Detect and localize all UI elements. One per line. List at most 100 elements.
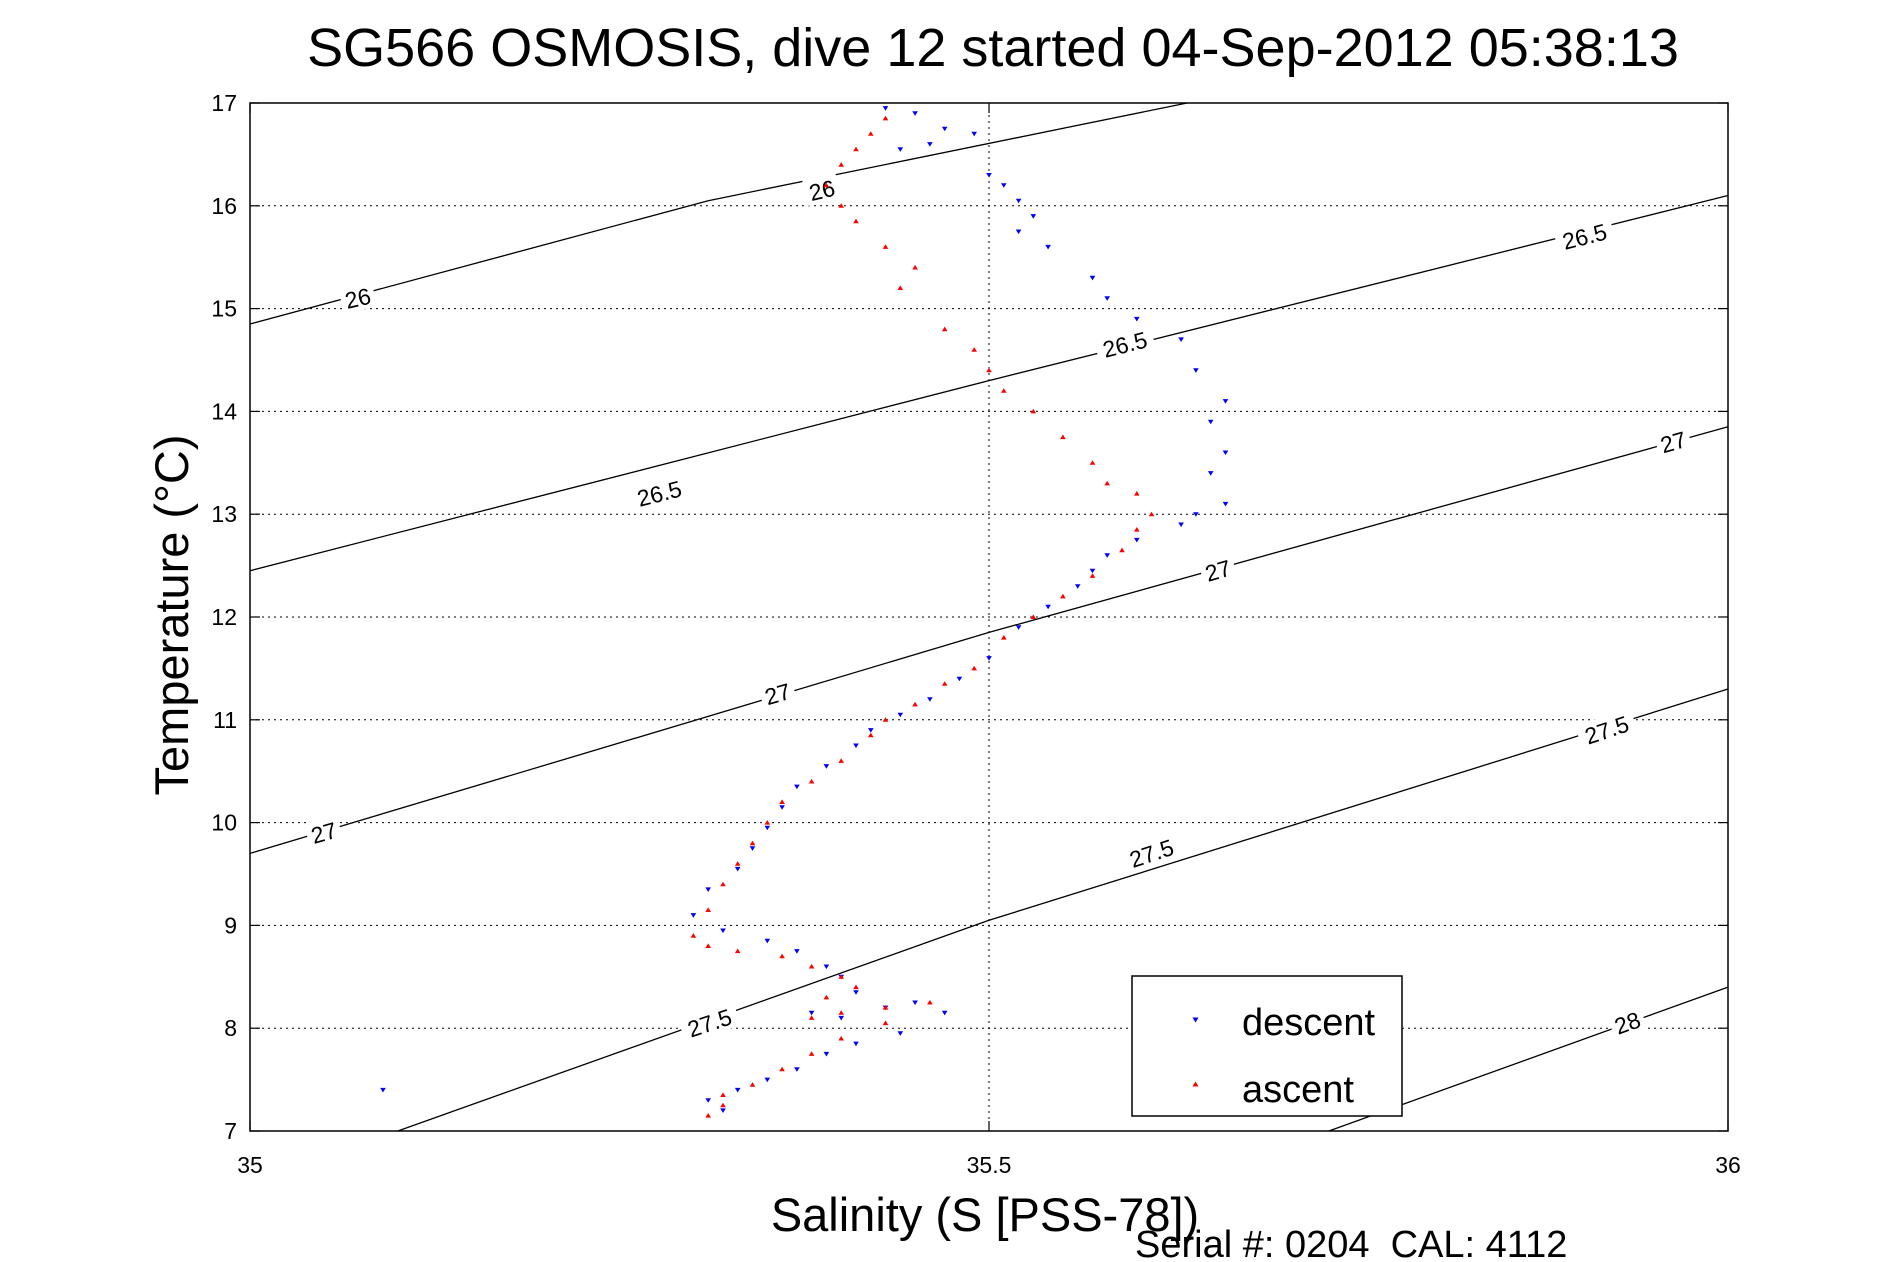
descent-point (912, 1000, 918, 1006)
descent-point (794, 1067, 800, 1072)
ascent-point (808, 963, 815, 969)
descent-point (690, 913, 697, 918)
contour-label-bg (802, 172, 842, 206)
contour-label-bg (677, 1000, 741, 1044)
descent-point (1207, 419, 1214, 425)
ascent-point (941, 681, 948, 686)
ascent-point (705, 943, 711, 948)
descent-point (882, 106, 889, 111)
tick-labels: 35 35.5 36 7 8 9 10 11 12 13 14 15 16 17 (211, 90, 1740, 1178)
descent-point (1030, 214, 1037, 219)
legend-ascent-marker (1192, 1081, 1199, 1087)
x-tick-label: 36 (1715, 1152, 1741, 1178)
ascent-point (853, 218, 859, 224)
y-tick-label: 9 (224, 912, 237, 938)
descent-point (808, 1010, 815, 1016)
contour-line (249, 102, 1188, 325)
descent-point (779, 805, 785, 810)
ascent-point (838, 974, 844, 979)
descent-point (794, 784, 800, 790)
legend-descent-marker (1192, 1017, 1199, 1023)
descent-point (794, 949, 800, 954)
descent-point (1193, 512, 1199, 517)
legend: descent ascent (1131, 975, 1403, 1117)
ascent-point (764, 820, 771, 825)
ascent-point (1134, 491, 1140, 496)
descent-point (764, 1077, 771, 1083)
ascent-point (1104, 480, 1110, 486)
descent-point (823, 1051, 830, 1057)
descent-point (838, 1015, 844, 1021)
descent-point (734, 866, 741, 872)
descent-point (1015, 625, 1022, 630)
contour-label-bg (1119, 831, 1183, 874)
descent-point (764, 938, 771, 944)
ascent-point (912, 264, 918, 270)
descent-point (853, 743, 859, 749)
ascent-point (779, 799, 785, 804)
ascent-point (808, 1051, 815, 1056)
chart-title: SG566 OSMOSIS, dive 12 started 04-Sep-20… (307, 18, 1679, 78)
descent-point (1222, 450, 1229, 456)
descent-point (823, 764, 830, 769)
data-points (380, 106, 1229, 1118)
legend-descent-label: descent (1242, 1002, 1376, 1044)
ascent-point (882, 1020, 889, 1026)
ascent-point (838, 758, 844, 763)
ascent-point (1030, 614, 1037, 619)
contour-label-bg (627, 472, 691, 513)
contour-label-bg (1093, 323, 1157, 364)
descent-point (956, 676, 963, 682)
descent-point (1001, 183, 1007, 188)
descent-point (853, 990, 859, 995)
ascent-point (971, 347, 977, 352)
descent-point (927, 142, 933, 147)
ascent-point (720, 881, 726, 887)
descent-point (941, 126, 948, 132)
y-tick-label: 13 (211, 501, 237, 527)
ascent-point (705, 907, 711, 912)
ascent-point (705, 1113, 711, 1118)
x-axis-label: Salinity (S [PSS-78]) (771, 1188, 1199, 1241)
descent-point (986, 656, 992, 661)
ascent-point (1148, 511, 1155, 517)
contour-label: 26 (807, 175, 838, 206)
ascent-point (1119, 547, 1125, 553)
contour-label-bg (1574, 707, 1639, 751)
legend-box (1131, 975, 1403, 1117)
descent-point (720, 1108, 726, 1113)
ascent-point (853, 984, 859, 990)
y-axis-label: Temperature (°C) (145, 435, 198, 796)
descent-point (1222, 399, 1229, 404)
ascent-point (853, 146, 859, 152)
contour-label-bg (1553, 215, 1616, 256)
contour-label-bg (1197, 552, 1238, 587)
x-tick-label: 35.5 (967, 1152, 1012, 1178)
descent-point (1074, 584, 1081, 589)
descent-point (1045, 244, 1051, 250)
ascent-point (882, 1005, 889, 1010)
ascent-point (1089, 573, 1096, 578)
ascent-point (868, 732, 874, 738)
contour-line (249, 194, 1729, 572)
contour-line (397, 688, 1729, 1132)
descent-point (868, 728, 874, 733)
descent-point (1134, 537, 1140, 543)
descent-point (1045, 604, 1051, 610)
ascent-point (882, 244, 889, 249)
ascent-point (941, 326, 948, 332)
descent-point (1222, 501, 1229, 507)
descent-point (1178, 337, 1184, 342)
contour-label-bg (757, 675, 798, 711)
ascent-point (1030, 408, 1037, 414)
legend-ascent-label: ascent (1242, 1069, 1354, 1111)
ascent-point (971, 665, 977, 671)
plot-axes (249, 102, 1729, 1132)
x-tick-label: 35 (237, 1152, 263, 1178)
descent-point (1089, 568, 1096, 574)
ascent-point (749, 840, 756, 846)
ascent-point (838, 1035, 844, 1041)
ascent-point (882, 717, 889, 722)
descent-point (764, 825, 771, 831)
descent-point (1178, 522, 1184, 528)
